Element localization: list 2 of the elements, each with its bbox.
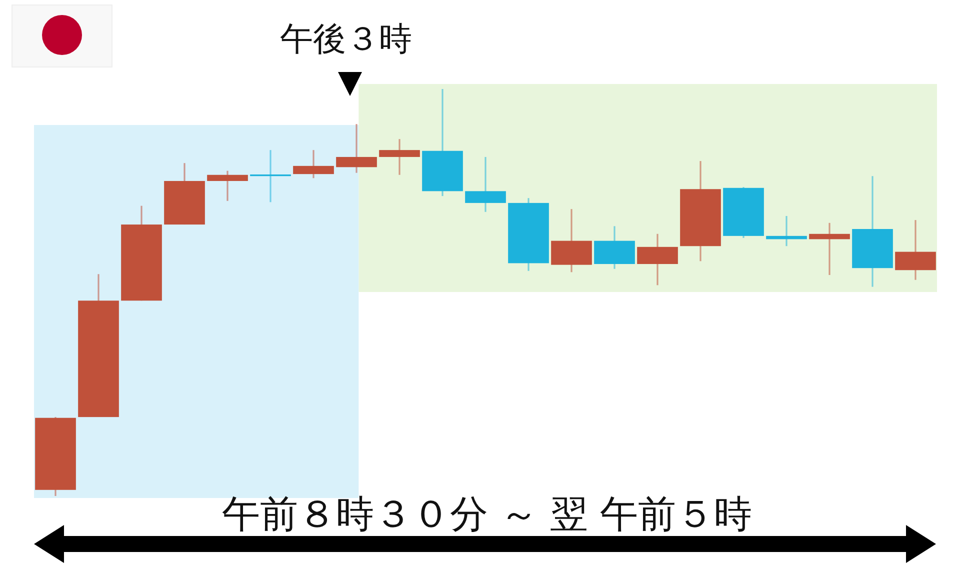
annotation: 午後３時 xyxy=(280,19,412,58)
annotation: 午前８時３０分 ～ 翌 午前５時 xyxy=(222,492,752,536)
